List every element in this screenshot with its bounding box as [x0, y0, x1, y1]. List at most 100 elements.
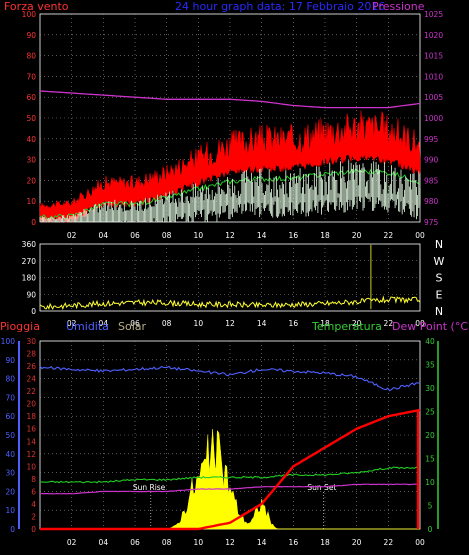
rain-y-tick-label: 12 — [26, 450, 36, 459]
p1-x-tick-label: 22 — [384, 231, 394, 240]
wind-y-tick-label: 50 — [26, 114, 36, 123]
p2-x-tick-label: 00 — [415, 319, 425, 328]
p3-x-tick-label: 06 — [130, 538, 140, 547]
p1-x-tick-label: 18 — [320, 231, 330, 240]
wind-y-tick-label: 20 — [26, 176, 36, 185]
p3-x-tick-label: 20 — [352, 538, 362, 547]
compass-label: S — [436, 272, 443, 285]
temp-y-tick-label: 15 — [425, 455, 435, 464]
p2-x-tick-label: 08 — [162, 319, 172, 328]
wind-direction-line — [39, 295, 421, 311]
p2-x-tick-label: 22 — [384, 319, 394, 328]
p3-x-tick-label: 22 — [384, 538, 394, 547]
p2-x-tick-label: 02 — [67, 319, 77, 328]
wind-y-tick-label: 40 — [26, 135, 36, 144]
temperature-line — [39, 466, 421, 484]
humidity-y-tick-label: 100 — [1, 337, 16, 346]
temp-y-tick-label: 30 — [425, 384, 435, 393]
rain-y-tick-label: 14 — [26, 437, 36, 446]
p1-x-tick-label: 08 — [162, 231, 172, 240]
temp-humidity-rain-panel: 0102030405060708090100024681012141618202… — [1, 337, 439, 547]
humidity-y-tick-label: 20 — [5, 487, 15, 496]
rain-axis-label: Pioggia — [0, 320, 40, 333]
p3-x-tick-label: 12 — [225, 538, 235, 547]
rain-y-tick-label: 8 — [31, 475, 36, 484]
rain-y-tick-label: 22 — [26, 387, 36, 396]
temp-y-tick-label: 35 — [425, 361, 435, 370]
pressure-axis-label: Pressione — [372, 0, 425, 13]
pressure-y-tick-label: 990 — [424, 156, 439, 165]
wind-y-tick-label: 60 — [26, 93, 36, 102]
rain-y-tick-label: 20 — [26, 400, 36, 409]
humidity-y-tick-label: 0 — [10, 525, 15, 534]
direction-y-tick-label: 90 — [26, 290, 36, 299]
pressure-y-tick-label: 1000 — [424, 114, 443, 123]
direction-y-tick-label: 270 — [22, 257, 37, 266]
wind-y-tick-label: 0 — [31, 218, 36, 227]
p2-x-tick-label: 20 — [352, 319, 362, 328]
temp-y-tick-label: 20 — [425, 431, 435, 440]
humidity-y-tick-label: 90 — [5, 356, 15, 365]
dewpoint-axis-label: Dew Point (°C) — [392, 320, 469, 333]
solar-axis-label: Solar — [118, 320, 147, 333]
pressure-y-tick-label: 1005 — [424, 93, 443, 102]
rain-y-tick-label: 28 — [26, 350, 36, 359]
p1-x-tick-label: 00 — [415, 231, 425, 240]
rain-y-tick-label: 26 — [26, 362, 36, 371]
pressure-y-tick-label: 1025 — [424, 10, 443, 19]
p2-x-tick-label: 14 — [257, 319, 267, 328]
temp-y-tick-label: 10 — [425, 478, 435, 487]
wind-axis-label: Forza vento — [4, 0, 69, 13]
humidity-y-tick-label: 50 — [5, 431, 15, 440]
p3-x-tick-label: 14 — [257, 538, 267, 547]
rain-y-tick-label: 2 — [31, 512, 36, 521]
pressure-y-tick-label: 980 — [424, 197, 439, 206]
p3-x-tick-label: 04 — [99, 538, 109, 547]
temp-y-tick-label: 5 — [428, 502, 433, 511]
pressure-y-tick-label: 1015 — [424, 52, 443, 61]
p1-x-tick-label: 06 — [130, 231, 140, 240]
compass-label: N — [435, 305, 443, 318]
humidity-line — [39, 365, 421, 392]
rain-y-tick-label: 30 — [26, 337, 36, 346]
humidity-y-tick-label: 70 — [5, 393, 15, 402]
rain-y-tick-label: 18 — [26, 412, 36, 421]
compass-label: N — [435, 238, 443, 251]
wind-pressure-panel: 0102030405060708090100975980985990995100… — [22, 10, 444, 240]
wind-y-tick-label: 80 — [26, 52, 36, 61]
temp-y-tick-label: 40 — [425, 337, 435, 346]
p1-x-tick-label: 04 — [99, 231, 109, 240]
p2-x-tick-label: 04 — [99, 319, 109, 328]
wind-y-tick-label: 10 — [26, 197, 36, 206]
p1-x-tick-label: 16 — [289, 231, 299, 240]
pressure-y-tick-label: 995 — [424, 135, 439, 144]
rain-y-tick-label: 24 — [26, 375, 36, 384]
rain-y-tick-label: 0 — [31, 525, 36, 534]
p3-x-tick-label: 16 — [289, 538, 299, 547]
rain-y-tick-label: 16 — [26, 425, 36, 434]
p1-x-tick-label: 20 — [352, 231, 362, 240]
compass-label: E — [436, 288, 443, 301]
p1-x-tick-label: 14 — [257, 231, 267, 240]
rain-cumulative-line — [40, 408, 421, 531]
direction-y-tick-label: 180 — [22, 274, 37, 283]
p1-x-tick-label: 02 — [67, 231, 77, 240]
direction-y-tick-label: 360 — [22, 240, 37, 249]
sunset-label: Sun Set — [307, 483, 336, 492]
temperature-axis-label: Temperatura — [311, 320, 382, 333]
humidity-y-tick-label: 40 — [5, 450, 15, 459]
rain-y-tick-label: 6 — [31, 487, 36, 496]
p3-x-tick-label: 10 — [194, 538, 204, 547]
wind-y-tick-label: 70 — [26, 72, 36, 81]
p2-x-tick-label: 10 — [194, 319, 204, 328]
p2-x-tick-label: 12 — [225, 319, 235, 328]
humidity-y-tick-label: 80 — [5, 375, 15, 384]
wind-y-tick-label: 100 — [22, 10, 37, 19]
pressure-y-tick-label: 985 — [424, 176, 439, 185]
p1-x-tick-label: 12 — [225, 231, 235, 240]
sunrise-label: Sun Rise — [133, 483, 166, 492]
solar-area — [40, 429, 420, 530]
